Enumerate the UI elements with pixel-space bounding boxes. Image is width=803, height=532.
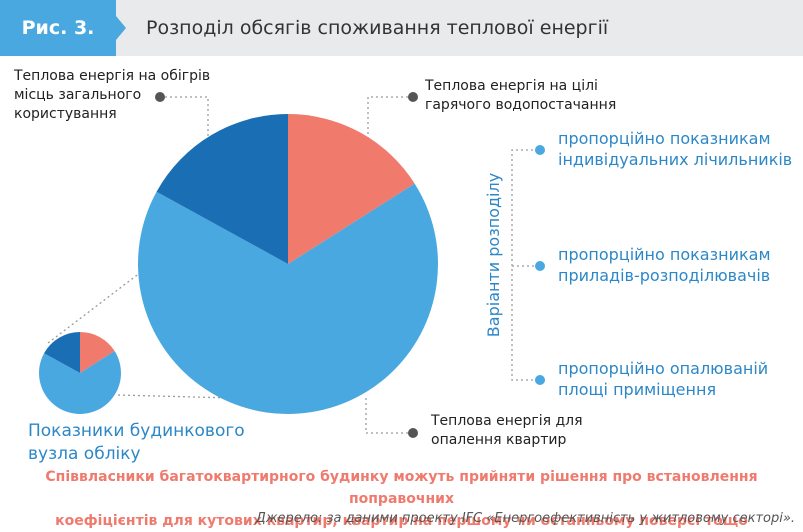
connector-common-areas — [160, 96, 209, 138]
figure-badge — [0, 0, 116, 56]
main-pie-slice-3 — [156, 114, 288, 264]
building-meter-pie — [39, 332, 122, 414]
label-apartments: Теплова енергія для опалення квартир — [431, 412, 583, 450]
dot-option-1 — [535, 145, 545, 155]
distribution-option-3: пропорційно опалюваній площі приміщення — [558, 358, 768, 400]
main-pie-chart — [138, 114, 438, 414]
dot-option-2 — [535, 261, 545, 271]
label-common-areas-line: місць загального — [14, 87, 142, 103]
label-apartments-line: Теплова енергія для — [431, 413, 583, 429]
note-line: Співвласники багатоквартирного будинку м… — [45, 469, 758, 507]
distribution-option-line: індивідуальних лічильників — [558, 150, 793, 169]
label-hot-water-line: Теплова енергія на цілі — [425, 78, 598, 94]
distribution-heading: Варіанти розподілу — [484, 172, 503, 338]
distribution-option-line: пропорційно показникам — [558, 129, 771, 148]
figure-title: Розподіл обсягів споживання теплової ене… — [146, 17, 609, 39]
label-building-meter-line: Показники будинкового — [28, 421, 245, 441]
meter-pie-slice-2 — [39, 351, 122, 414]
note-line: коефіцієнтів для кутових квартир, кварти… — [55, 513, 748, 529]
distribution-option-line: пропорційно показникам — [558, 245, 771, 264]
distribution-option-1: пропорційно показникам індивідуальних лі… — [558, 128, 792, 170]
dot-option-3 — [535, 375, 545, 385]
label-common-areas-line: Теплова енергія на обігрів — [14, 68, 211, 84]
distribution-option-2: пропорційно показникам приладів-розподіл… — [558, 244, 771, 286]
figure-header: Рис. 3. Розподіл обсягів споживання тепл… — [0, 0, 803, 56]
connector-zoom-top — [47, 249, 171, 344]
distribution-option-line: площі приміщення — [558, 380, 717, 399]
distribution-bracket — [511, 149, 538, 381]
note-text: Співвласники багатоквартирного будинку м… — [0, 466, 803, 532]
label-hot-water-line: гарячого водопостачання — [425, 97, 617, 113]
label-building-meter-line: вузла обліку — [28, 444, 141, 464]
dot-common-areas — [155, 92, 165, 102]
dot-hot-water — [408, 92, 418, 102]
label-building-meter: Показники будинкового вузла обліку — [28, 420, 245, 466]
distribution-option-line: пропорційно опалюваній — [558, 359, 769, 378]
meter-pie-slice-1 — [80, 332, 115, 373]
dot-apartments — [408, 428, 418, 438]
label-common-areas-line: користування — [14, 106, 117, 122]
figure-badge-arrow — [116, 16, 126, 40]
figure-label: Рис. 3. — [21, 17, 95, 39]
main-pie-slice-1 — [288, 114, 415, 264]
connector-zoom-bottom — [117, 394, 233, 399]
label-hot-water: Теплова енергія на цілі гарячого водопос… — [425, 77, 616, 115]
connector-apartments — [365, 395, 413, 434]
main-pie-slice-2 — [138, 183, 438, 414]
source-caption: Джерело: за даними проекту IFC «Енергоеф… — [255, 511, 795, 526]
label-common-areas: Теплова енергія на обігрів місць загальн… — [14, 67, 210, 124]
connector-hot-water — [367, 96, 413, 140]
distribution-option-line: приладів-розподілювачів — [558, 266, 771, 285]
label-apartments-line: опалення квартир — [431, 432, 567, 448]
meter-pie-slice-3 — [44, 332, 80, 373]
